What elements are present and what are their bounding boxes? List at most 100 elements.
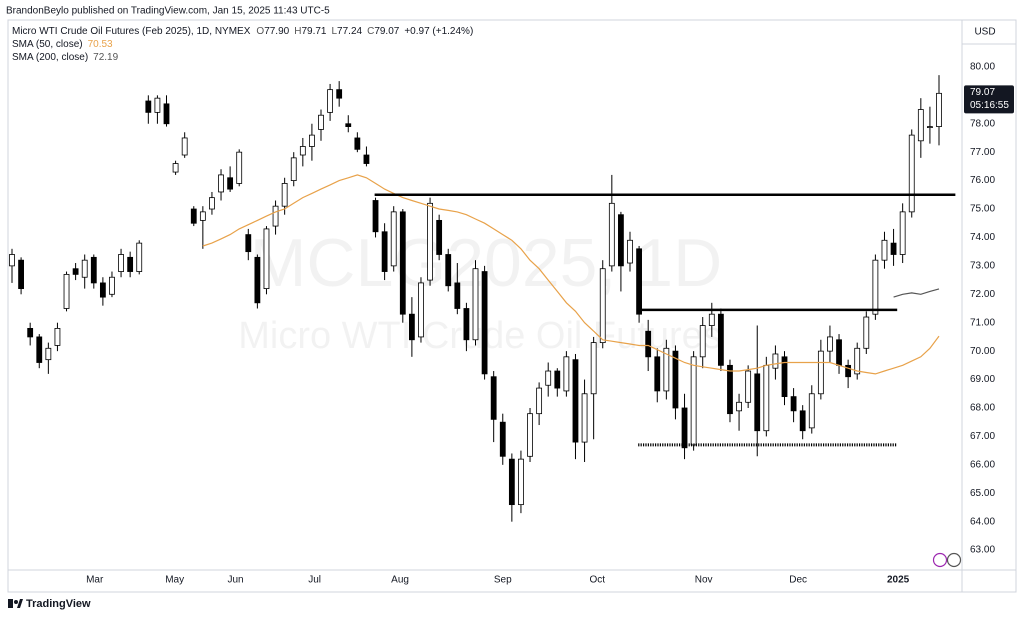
candle-body: [645, 330, 652, 358]
candle-body: [145, 100, 152, 113]
y-tick-label: 76.00: [970, 175, 995, 186]
logo-shape: [17, 599, 23, 608]
candle-body: [772, 353, 779, 369]
candle-body: [599, 268, 606, 344]
y-tick-label: 65.00: [970, 488, 995, 499]
candle-body: [181, 137, 188, 156]
ohlc-key: O: [256, 26, 264, 37]
y-tick-label: 63.00: [970, 545, 995, 556]
indicator-legend: SMA (50, close) 70.53: [12, 39, 113, 50]
indicator-name: SMA (50, close): [12, 39, 83, 50]
y-tick-label: 72.00: [970, 289, 995, 300]
candle-body: [618, 214, 624, 267]
candle-body: [554, 370, 561, 389]
candle-body: [790, 396, 797, 412]
candle-body: [690, 356, 697, 446]
sma-line: [202, 174, 940, 375]
candle-body: [408, 313, 415, 341]
author-line: BrandonBeylo published on TradingView.co…: [6, 6, 330, 17]
candle-body: [499, 421, 506, 457]
ohlc-value: 77.24: [337, 26, 362, 37]
symbol-legend: Micro WTI Crude Oil Futures (Feb 2025), …: [12, 26, 473, 37]
candle-body: [754, 373, 761, 432]
y-tick-label: 75.00: [970, 204, 995, 215]
y-tick-label: 71.00: [970, 317, 995, 328]
logo-shape: [8, 599, 13, 608]
watermark-description: Micro WTI Crude Oil Futures: [238, 315, 722, 357]
ohlc-value: 79.71: [301, 26, 326, 37]
candle-body: [863, 316, 870, 349]
candle-body: [699, 325, 706, 358]
brand[interactable]: TradingView: [26, 598, 91, 610]
icon-circle: [932, 552, 948, 568]
candle-body: [290, 157, 297, 181]
candle-body: [90, 256, 97, 284]
candle-body: [118, 254, 124, 272]
candle-body: [572, 359, 579, 443]
candle-body: [363, 154, 370, 164]
candle-body: [81, 259, 88, 278]
alert-icon[interactable]: [932, 552, 962, 568]
candle-body: [154, 97, 161, 113]
candle-body: [318, 114, 324, 130]
candle-body: [545, 370, 552, 386]
candle-body: [299, 146, 306, 156]
candle-body: [218, 174, 224, 193]
candle-body: [454, 282, 461, 309]
candle-body: [245, 234, 252, 253]
candle-body: [581, 393, 588, 443]
y-tick-label: 67.00: [970, 431, 995, 442]
last-price-tag: [964, 85, 1014, 114]
candle-body: [536, 387, 543, 415]
candle-body: [45, 347, 52, 361]
x-tick-label: Sep: [494, 575, 512, 586]
ohlc-key: H: [294, 26, 301, 37]
candle-body: [708, 313, 715, 326]
candle-body: [309, 134, 315, 147]
currency[interactable]: USD: [974, 27, 995, 38]
candle-body: [781, 356, 788, 398]
candle-body: [427, 202, 433, 281]
ohlc-key: L: [331, 26, 337, 37]
candle-body: [109, 276, 115, 295]
y-tick-label: 80.00: [970, 62, 995, 73]
candle-body: [127, 256, 134, 272]
candle-body: [436, 219, 443, 255]
candle-body: [354, 137, 361, 150]
candle-body: [345, 123, 352, 127]
candle-body: [390, 211, 397, 267]
y-tick-label: 70.00: [970, 346, 995, 357]
x-tick-label: 2025: [887, 575, 910, 586]
candle-body: [236, 151, 243, 184]
candle-body: [199, 211, 206, 221]
y-tick-label: 77.00: [970, 147, 995, 158]
candle-body: [936, 92, 942, 127]
y-tick-label: 64.00: [970, 516, 995, 527]
candle-body: [636, 248, 642, 315]
candle-body: [136, 242, 143, 272]
candle-body: [418, 282, 424, 338]
candle-body: [263, 228, 270, 290]
y-tick-label: 69.00: [970, 374, 995, 385]
icon-circle: [946, 552, 962, 568]
candle-body: [381, 231, 388, 272]
candle-body: [445, 254, 452, 287]
candle-body: [608, 202, 615, 267]
candles: [9, 75, 942, 522]
candle-body: [463, 308, 470, 341]
x-tick-label: Nov: [695, 575, 713, 586]
candle-body: [881, 239, 888, 261]
countdown: 05:16:55: [970, 100, 1009, 111]
candle-body: [18, 259, 24, 290]
brand-logo[interactable]: [8, 599, 23, 608]
candle-body: [472, 268, 479, 341]
candle-body: [808, 393, 815, 429]
candle-body: [763, 364, 770, 432]
indicator-value: 72.19: [93, 52, 118, 63]
candle-body: [399, 211, 406, 315]
candle-body: [727, 364, 733, 415]
y-tick-label: 68.00: [970, 403, 995, 414]
candle-body: [172, 163, 179, 173]
